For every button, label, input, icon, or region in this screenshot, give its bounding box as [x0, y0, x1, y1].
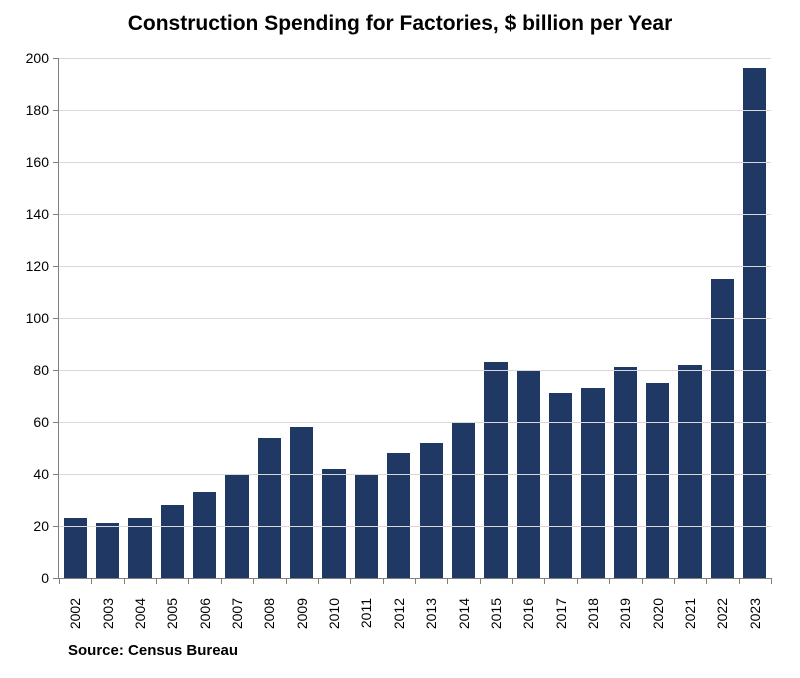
grid-line: [59, 162, 771, 163]
y-tick-mark: [53, 370, 59, 371]
bar: [484, 362, 507, 578]
y-tick-label: 80: [33, 362, 49, 378]
grid-line: [59, 526, 771, 527]
y-tick-mark: [53, 58, 59, 59]
y-tick-mark: [53, 526, 59, 527]
x-tick-mark: [286, 578, 287, 584]
x-axis-label: 2015: [488, 598, 504, 638]
bar: [322, 469, 345, 578]
x-axis-label: 2005: [164, 598, 180, 638]
y-tick-mark: [53, 422, 59, 423]
bar: [743, 68, 766, 578]
y-tick-mark: [53, 110, 59, 111]
x-tick-mark: [739, 578, 740, 584]
y-tick-label: 0: [41, 570, 49, 586]
x-axis-label: 2023: [747, 598, 763, 638]
x-tick-mark: [59, 578, 60, 584]
x-tick-mark: [350, 578, 351, 584]
y-tick-mark: [53, 266, 59, 267]
bar: [161, 505, 184, 578]
x-tick-mark: [674, 578, 675, 584]
bar: [387, 453, 410, 578]
bar: [64, 518, 87, 578]
y-tick-label: 140: [26, 206, 49, 222]
y-tick-mark: [53, 318, 59, 319]
x-axis-label: 2021: [682, 598, 698, 638]
x-axis-label: 2004: [132, 598, 148, 638]
x-axis-label: 2013: [423, 598, 439, 638]
bar: [290, 427, 313, 578]
x-tick-mark: [383, 578, 384, 584]
bar: [614, 367, 637, 578]
x-tick-mark: [415, 578, 416, 584]
grid-line: [59, 370, 771, 371]
x-tick-mark: [318, 578, 319, 584]
grid-line: [59, 214, 771, 215]
y-tick-mark: [53, 214, 59, 215]
x-axis-label: 2019: [617, 598, 633, 638]
source-label: Source: Census Bureau: [68, 642, 238, 659]
x-tick-mark: [642, 578, 643, 584]
y-tick-label: 200: [26, 50, 49, 66]
x-axis-label: 2018: [585, 598, 601, 638]
grid-line: [59, 110, 771, 111]
chart-container: Construction Spending for Factories, $ b…: [0, 0, 800, 678]
grid-line: [59, 318, 771, 319]
grid-line: [59, 266, 771, 267]
x-axis-label: 2010: [326, 598, 342, 638]
y-tick-label: 60: [33, 414, 49, 430]
x-tick-mark: [253, 578, 254, 584]
x-axis-label: 2007: [229, 598, 245, 638]
bar: [420, 443, 443, 578]
x-axis-label: 2003: [100, 598, 116, 638]
x-axis-label: 2002: [67, 598, 83, 638]
x-axis-label: 2017: [553, 598, 569, 638]
x-tick-mark: [124, 578, 125, 584]
x-axis-label: 2020: [650, 598, 666, 638]
grid-line: [59, 58, 771, 59]
x-axis-label: 2009: [294, 598, 310, 638]
bar: [452, 422, 475, 578]
x-tick-mark: [609, 578, 610, 584]
x-tick-mark: [221, 578, 222, 584]
y-tick-label: 160: [26, 154, 49, 170]
x-axis-label: 2008: [261, 598, 277, 638]
y-tick-mark: [53, 162, 59, 163]
bar: [258, 438, 281, 578]
grid-line: [59, 474, 771, 475]
x-axis-label: 2016: [520, 598, 536, 638]
x-tick-mark: [706, 578, 707, 584]
x-axis-label: 2022: [714, 598, 730, 638]
x-tick-mark: [447, 578, 448, 584]
y-tick-mark: [53, 474, 59, 475]
x-axis-label: 2012: [391, 598, 407, 638]
x-axis-label: 2011: [358, 598, 374, 638]
bar: [96, 523, 119, 578]
y-tick-label: 180: [26, 102, 49, 118]
x-tick-mark: [512, 578, 513, 584]
plot-area: 0204060801001201401601802002002200320042…: [58, 58, 771, 579]
y-tick-label: 20: [33, 518, 49, 534]
x-axis-label: 2014: [456, 598, 472, 638]
x-tick-mark: [480, 578, 481, 584]
x-tick-mark: [156, 578, 157, 584]
x-tick-mark: [188, 578, 189, 584]
bar: [193, 492, 216, 578]
y-tick-label: 100: [26, 310, 49, 326]
y-tick-label: 40: [33, 466, 49, 482]
x-tick-mark: [91, 578, 92, 584]
bar: [128, 518, 151, 578]
x-tick-mark: [577, 578, 578, 584]
x-tick-mark: [771, 578, 772, 584]
chart-title: Construction Spending for Factories, $ b…: [0, 12, 800, 36]
y-tick-label: 120: [26, 258, 49, 274]
bar: [581, 388, 604, 578]
grid-line: [59, 422, 771, 423]
bar: [646, 383, 669, 578]
x-axis-label: 2006: [197, 598, 213, 638]
bar: [678, 365, 701, 578]
x-tick-mark: [544, 578, 545, 584]
bar: [711, 279, 734, 578]
